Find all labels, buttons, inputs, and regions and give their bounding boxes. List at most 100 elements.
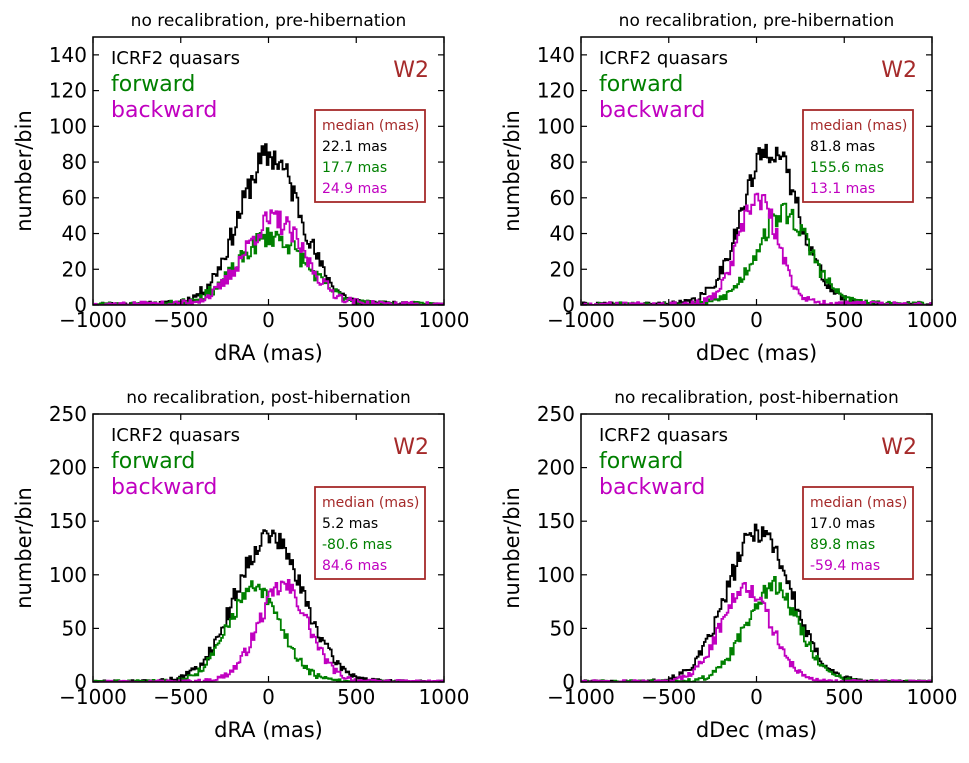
x-tick-label: −1000 [59, 308, 127, 332]
y-tick-label: 100 [49, 114, 87, 138]
y-tick-label: 0 [74, 293, 87, 317]
x-tick-label: −500 [153, 685, 208, 709]
histogram-forward [581, 576, 932, 682]
y-axis-label: number/bin [12, 487, 36, 609]
y-tick-label: 0 [562, 670, 575, 694]
chart-panel-3: −1000 −500 0 500 1000 0 50 100 150 200 250 no recal… [12, 388, 469, 742]
x-tick-label: 0 [750, 308, 763, 332]
x-tick-label: 0 [750, 685, 763, 709]
median-box-title: median (mas) [322, 495, 419, 511]
y-tick-label: 250 [537, 402, 575, 426]
median-backward: 13.1 mas [810, 181, 875, 197]
y-tick-label: 150 [537, 509, 575, 533]
legend-backward: backward [599, 475, 705, 500]
band-label: W2 [393, 435, 429, 460]
x-tick-label: 1000 [419, 685, 470, 709]
legend-icrf2: ICRF2 quasars [111, 48, 240, 69]
legend-backward: backward [111, 475, 217, 500]
chart-panel-4: −1000 −500 0 500 1000 0 50 100 150 200 250 no recal… [500, 388, 957, 742]
y-tick-label: 150 [49, 509, 87, 533]
chart-panel-1: −1000 −500 0 500 1000 0 20 40 60 80 100 120 140 no re… [12, 11, 469, 365]
y-tick-label: 20 [550, 257, 575, 281]
x-tick-label: 0 [262, 685, 275, 709]
legend-forward: forward [599, 449, 683, 474]
median-icrf2: 81.8 mas [810, 139, 875, 155]
y-tick-label: 50 [62, 616, 87, 640]
x-tick-label: 0 [262, 308, 275, 332]
legend-icrf2: ICRF2 quasars [599, 48, 728, 69]
median-box [802, 486, 914, 580]
legend-icrf2: ICRF2 quasars [111, 425, 240, 446]
median-forward: 89.8 mas [810, 537, 875, 553]
y-tick-label: 200 [49, 456, 87, 480]
y-tick-label: 100 [537, 563, 575, 587]
x-tick-label: −1000 [547, 308, 615, 332]
legend-forward: forward [111, 72, 195, 97]
y-tick-label: 60 [550, 186, 575, 210]
median-box-title: median (mas) [810, 495, 907, 511]
legend-backward: backward [111, 98, 217, 123]
median-backward: 24.9 mas [322, 181, 387, 197]
y-tick-label: 120 [49, 79, 87, 103]
x-axis-label: dDec (mas) [696, 718, 817, 742]
x-tick-label: 500 [825, 685, 863, 709]
x-axis-label: dRA (mas) [214, 341, 323, 365]
x-tick-label: 1000 [907, 308, 958, 332]
y-tick-label: 80 [550, 150, 575, 174]
median-backward: 84.6 mas [322, 558, 387, 574]
y-axis-label: number/bin [12, 110, 36, 232]
legend-backward: backward [599, 98, 705, 123]
x-tick-label: 1000 [419, 308, 470, 332]
histogram-forward [93, 227, 444, 305]
y-tick-label: 120 [537, 79, 575, 103]
band-label: W2 [881, 435, 917, 460]
y-tick-label: 200 [537, 456, 575, 480]
x-tick-label: −500 [641, 685, 696, 709]
x-tick-label: 500 [825, 308, 863, 332]
histogram-backward [93, 209, 444, 305]
y-tick-label: 60 [62, 186, 87, 210]
median-box [802, 109, 914, 203]
legend-forward: forward [111, 449, 195, 474]
y-tick-label: 80 [62, 150, 87, 174]
y-tick-label: 40 [550, 222, 575, 246]
y-tick-label: 0 [74, 670, 87, 694]
legend-forward: forward [599, 72, 683, 97]
histogram-forward [581, 202, 932, 305]
x-tick-label: −1000 [59, 685, 127, 709]
x-tick-label: 1000 [907, 685, 958, 709]
y-tick-label: 140 [49, 43, 87, 67]
chart-title: no recalibration, pre-hibernation [619, 11, 895, 31]
x-tick-label: 500 [337, 685, 375, 709]
median-icrf2: 5.2 mas [322, 516, 378, 532]
chart-title: no recalibration, post-hibernation [614, 388, 898, 408]
x-tick-label: −500 [641, 308, 696, 332]
chart-title: no recalibration, pre-hibernation [131, 11, 407, 31]
median-box [314, 109, 426, 203]
y-tick-label: 40 [62, 222, 87, 246]
median-backward: -59.4 mas [810, 558, 880, 574]
y-tick-label: 20 [62, 257, 87, 281]
median-box-title: median (mas) [322, 118, 419, 134]
histogram-backward [581, 192, 932, 305]
y-tick-label: 0 [562, 293, 575, 317]
y-tick-label: 100 [49, 563, 87, 587]
y-tick-label: 140 [537, 43, 575, 67]
band-label: W2 [881, 58, 917, 83]
median-icrf2: 17.0 mas [810, 516, 875, 532]
x-axis-label: dDec (mas) [696, 341, 817, 365]
histogram-backward [581, 582, 932, 682]
chart-panel-2: −1000 −500 0 500 1000 0 20 40 60 80 100 120 140 no re… [500, 11, 957, 365]
band-label: W2 [393, 58, 429, 83]
y-axis-label: number/bin [500, 487, 524, 609]
median-box-title: median (mas) [810, 118, 907, 134]
x-tick-label: −1000 [547, 685, 615, 709]
histogram-backward [93, 579, 444, 682]
x-axis-label: dRA (mas) [214, 718, 323, 742]
median-icrf2: 22.1 mas [322, 139, 387, 155]
chart-title: no recalibration, post-hibernation [126, 388, 410, 408]
y-tick-label: 250 [49, 402, 87, 426]
x-tick-label: −500 [153, 308, 208, 332]
